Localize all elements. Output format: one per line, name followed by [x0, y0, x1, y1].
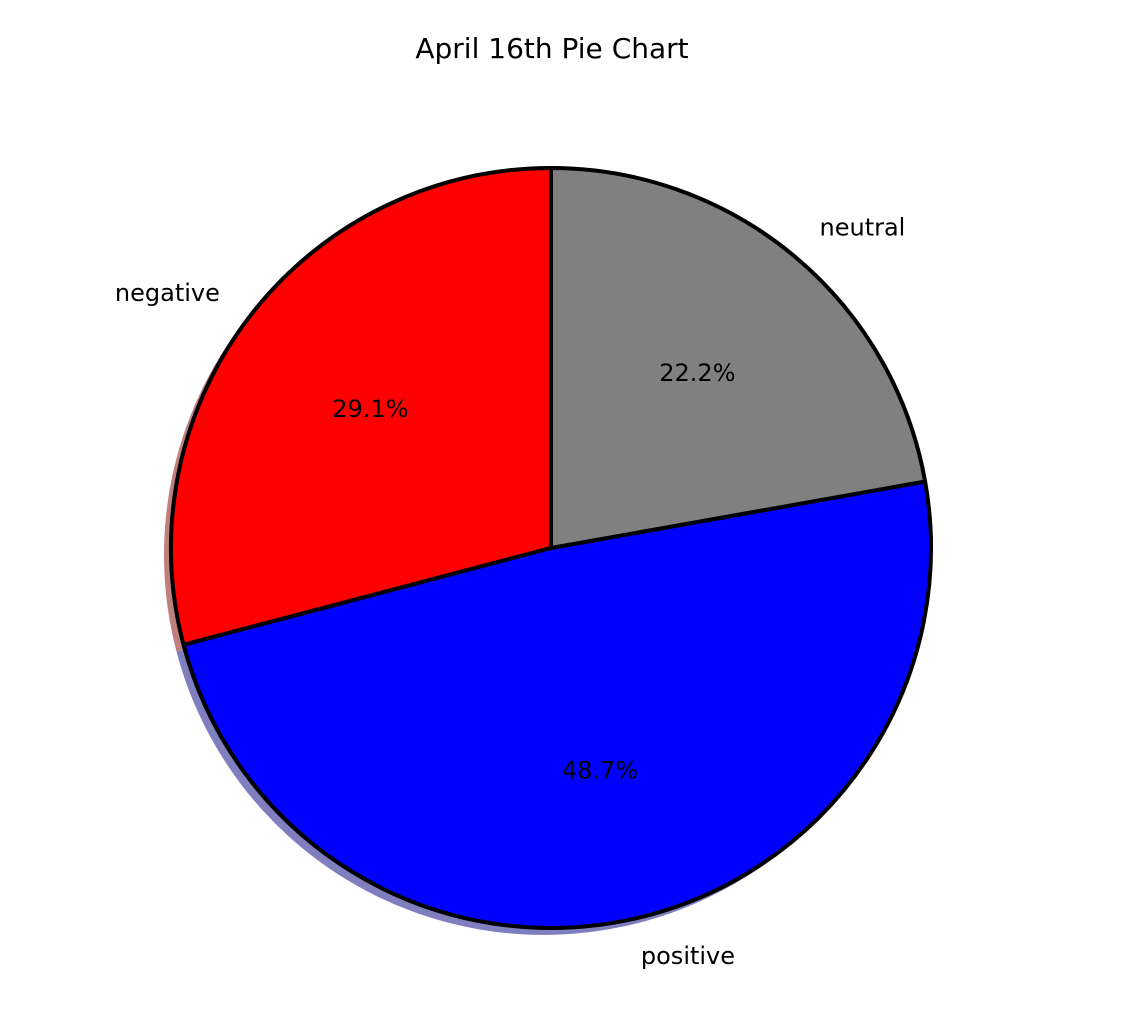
pct-label-negative: 29.1% — [332, 395, 408, 423]
pie-slice-positive — [181, 479, 933, 930]
pie-slices — [169, 166, 933, 930]
slice-label-neutral: neutral — [820, 214, 906, 242]
slice-label-positive: positive — [641, 942, 735, 970]
pct-label-positive: 48.7% — [562, 757, 638, 785]
pie-labels: negative 29.1% positive 48.7% neutral 22.2% — [115, 214, 905, 971]
pct-label-neutral: 22.2% — [659, 359, 735, 387]
chart-title: April 16th Pie Chart — [415, 32, 688, 65]
pie-slice-neutral — [549, 166, 928, 550]
slice-label-negative: negative — [115, 279, 220, 307]
pie-slice-negative — [169, 166, 553, 647]
